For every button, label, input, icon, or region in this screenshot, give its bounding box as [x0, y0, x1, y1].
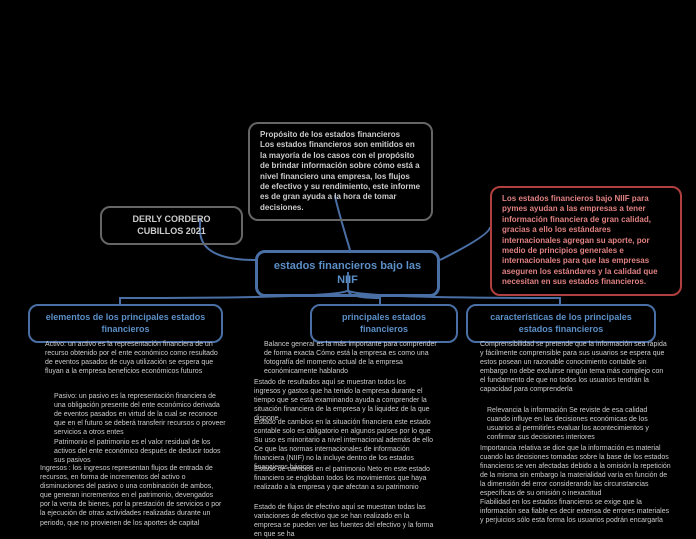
purpose-node: Propósito de los estados financieros Los… [248, 122, 433, 221]
central-label: estados financieros bajo las NIIF [274, 260, 421, 286]
branch-principales[interactable]: principales estados financieros [310, 304, 458, 343]
caracteristicas-item-3: Fiabilidad en los estados financieros se… [480, 498, 670, 525]
caracteristicas-item-2: Importancia relativa se dice que la info… [480, 444, 672, 499]
purpose-title: Propósito de los estados financieros [260, 130, 421, 140]
principales-item-1: Estado de resultados aquí se muestran to… [254, 378, 434, 423]
principales-item-3: Estado de cambios en el patrimonio Neto … [254, 465, 434, 492]
branch-caracteristicas[interactable]: características de los principales estad… [466, 304, 656, 343]
principales-item-0: Balance general es la más importante par… [264, 340, 444, 376]
caracteristicas-item-0: Comprensibilidad se pretende que la info… [480, 340, 670, 395]
elementos-item-0: Activo: un activo es la representación f… [45, 340, 225, 376]
pymes-text: Los estados financieros bajo NIIF para p… [502, 194, 658, 286]
caracteristicas-item-1: Relevancia la información Se reviste de … [487, 406, 672, 442]
branch-caracteristicas-title: características de los principales estad… [490, 312, 632, 334]
central-node[interactable]: estados financieros bajo las NIIF [255, 250, 440, 297]
elementos-item-1: Pasivo: un pasivo es la representación f… [54, 392, 229, 437]
branch-principales-title: principales estados financieros [342, 312, 426, 334]
pymes-node: Los estados financieros bajo NIIF para p… [490, 186, 682, 296]
elementos-item-3: Ingresos : los ingresos representan fluj… [40, 464, 222, 528]
author-node: DERLY CORDERO CUBILLOS 2021 [100, 206, 243, 245]
elementos-item-2: Patrimonio el patrimonio es el valor res… [54, 438, 232, 465]
principales-item-4: Estado de flujos de efectivo aquí se mue… [254, 503, 434, 539]
branch-elementos-title: elementos de los principales estados fin… [46, 312, 206, 334]
purpose-text: Los estados financieros son emitidos en … [260, 140, 421, 213]
author-label: DERLY CORDERO CUBILLOS 2021 [132, 214, 210, 236]
branch-elementos[interactable]: elementos de los principales estados fin… [28, 304, 223, 343]
